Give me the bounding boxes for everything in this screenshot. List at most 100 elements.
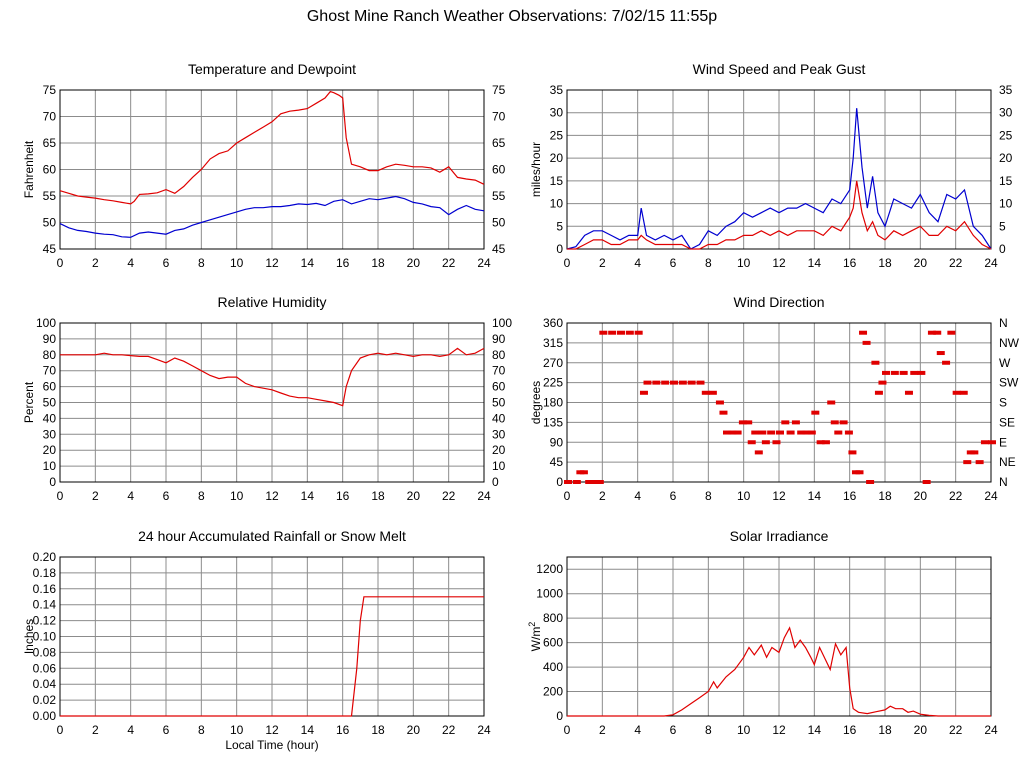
data-point [878, 380, 887, 385]
x-tick-label: 10 [737, 723, 751, 737]
data-point [652, 380, 661, 385]
y-tick-label-right: SE [999, 415, 1015, 429]
x-tick-label: 0 [564, 256, 571, 270]
plot-frame [566, 322, 992, 483]
y-tick-label: 30 [43, 427, 57, 441]
y-tick-label: 0 [556, 475, 563, 489]
x-tick-label: 0 [57, 489, 64, 503]
y-tick-label-right: 60 [492, 380, 506, 394]
chart-title: Temperature and Dewpoint [188, 61, 356, 77]
x-axis-label: Local Time (hour) [225, 738, 318, 752]
data-point [585, 480, 594, 484]
y-tick-label-right: 10 [492, 459, 506, 473]
y-tick-label: 0.12 [33, 614, 57, 628]
y-tick-label-right: SW [999, 376, 1019, 390]
y-tick-label-right: 60 [492, 163, 506, 177]
data-point [952, 390, 961, 395]
x-tick-label: 14 [301, 723, 315, 737]
data-point [791, 420, 800, 425]
data-point [733, 430, 742, 435]
x-tick-label: 10 [737, 256, 751, 270]
y-tick-label: 100 [36, 316, 56, 330]
y-tick-label: 55 [43, 189, 57, 203]
data-point [834, 430, 843, 435]
y-tick-label-right: 40 [492, 411, 506, 425]
y-tick-label-right: NE [999, 455, 1016, 469]
data-point [599, 330, 608, 335]
data-point [781, 420, 790, 425]
x-tick-label: 12 [772, 489, 786, 503]
series-line-blue [59, 195, 485, 238]
data-point [625, 330, 634, 335]
y-tick-label: 0 [556, 709, 563, 723]
x-tick-label: 20 [407, 723, 421, 737]
x-tick-label: 4 [634, 489, 641, 503]
y-tick-label: 45 [43, 242, 57, 256]
data-point [751, 430, 760, 435]
x-tick-label: 16 [336, 256, 350, 270]
y-tick-label-right: W [999, 356, 1011, 370]
y-tick-label-right: 80 [492, 348, 506, 362]
y-tick-label: 0.06 [33, 661, 57, 675]
data-point [963, 460, 972, 465]
data-point [807, 430, 816, 435]
data-point [871, 360, 880, 365]
y-tick-label: 0.04 [33, 677, 57, 691]
data-point [917, 370, 926, 375]
x-tick-label: 16 [843, 489, 857, 503]
x-tick-label: 4 [127, 723, 134, 737]
x-tick-label: 0 [57, 256, 64, 270]
x-tick-label: 12 [265, 489, 279, 503]
x-tick-label: 2 [599, 489, 606, 503]
series-line-red [567, 180, 992, 250]
data-point [827, 400, 836, 405]
x-tick-label: 16 [336, 489, 350, 503]
y-tick-label: 35 [550, 83, 564, 97]
x-tick-label: 6 [670, 489, 677, 503]
y-tick-label-right: 45 [492, 242, 506, 256]
y-tick-label: 135 [543, 415, 563, 429]
y-tick-label: 0.02 [33, 693, 57, 707]
y-tick-label: 65 [43, 136, 57, 150]
data-point [882, 370, 890, 375]
y-tick-label: 50 [43, 396, 57, 410]
y-tick-label: 0.10 [33, 630, 57, 644]
data-point [874, 390, 883, 395]
x-tick-label: 20 [914, 489, 928, 503]
y-tick-label-right: 65 [492, 136, 506, 150]
y-tick-label: 20 [43, 443, 57, 457]
x-tick-label: 8 [198, 489, 205, 503]
x-tick-label: 14 [808, 489, 822, 503]
y-tick-label-right: E [999, 435, 1007, 449]
data-point [744, 420, 753, 425]
y-tick-label: 10 [43, 459, 57, 473]
x-tick-label: 20 [914, 256, 928, 270]
x-tick-label: 22 [442, 256, 456, 270]
data-point [904, 390, 913, 395]
chart-rain: 24 hour Accumulated Rainfall or Snow Mel… [22, 528, 491, 752]
data-point [696, 380, 705, 385]
x-tick-label: 24 [984, 723, 998, 737]
series-line-red [60, 596, 484, 717]
y-tick-label-right: 15 [999, 174, 1013, 188]
data-point [715, 400, 724, 405]
y-tick-label: 360 [543, 316, 563, 330]
y-tick-label-right: 20 [492, 443, 506, 457]
x-tick-label: 16 [843, 723, 857, 737]
y-tick-label: 75 [43, 83, 57, 97]
x-tick-label: 22 [949, 723, 963, 737]
data-point [747, 440, 756, 445]
chart-title: Wind Speed and Peak Gust [693, 61, 866, 77]
x-tick-label: 22 [442, 723, 456, 737]
y-tick-label-right: 70 [492, 110, 506, 124]
data-point [839, 420, 848, 425]
x-tick-label: 18 [878, 723, 892, 737]
x-tick-label: 12 [772, 723, 786, 737]
x-tick-label: 10 [230, 256, 244, 270]
plot-frame [566, 89, 992, 250]
x-tick-label: 0 [564, 489, 571, 503]
y-tick-label-right: 0 [492, 475, 499, 489]
